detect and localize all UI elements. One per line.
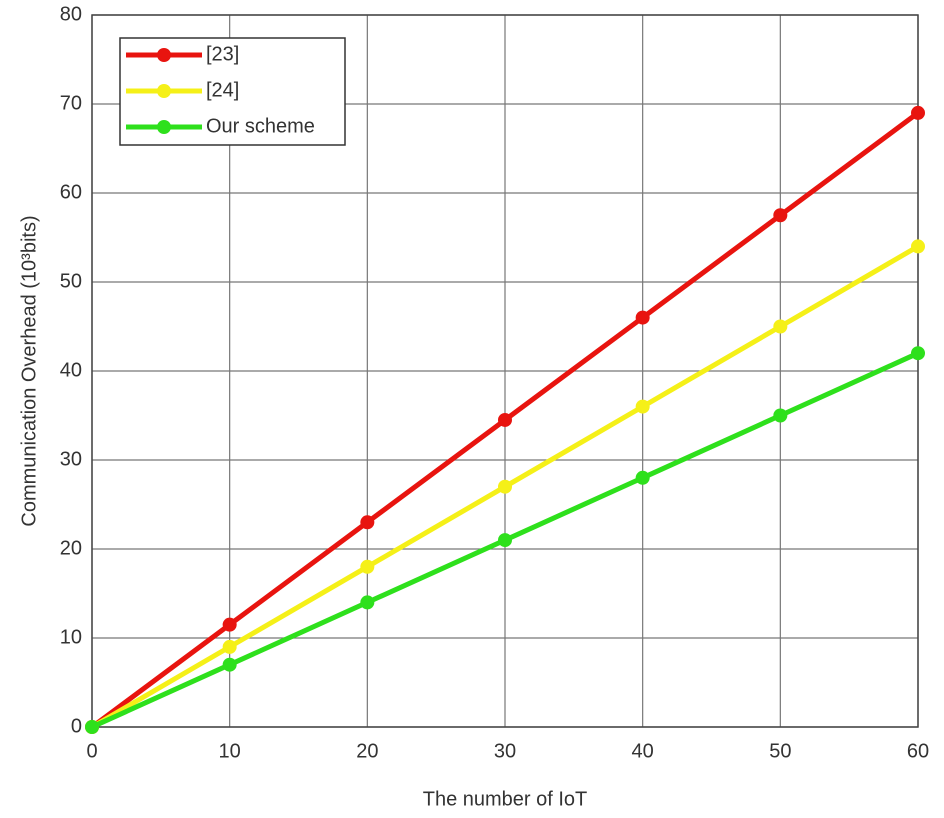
x-tick-label: 30 bbox=[494, 740, 516, 762]
y-tick-label: 10 bbox=[60, 626, 82, 648]
plot-frame bbox=[91, 14, 919, 728]
legend-marker bbox=[157, 84, 171, 98]
y-tick-label: 50 bbox=[60, 270, 82, 292]
data-point bbox=[498, 479, 512, 494]
data-point bbox=[635, 470, 650, 485]
data-point bbox=[498, 533, 512, 548]
y-tick-label: 20 bbox=[60, 537, 82, 559]
data-point bbox=[773, 408, 788, 423]
y-tick-label: 60 bbox=[60, 181, 82, 203]
y-tick-label: 0 bbox=[71, 715, 82, 737]
data-point bbox=[498, 412, 512, 427]
legend-label: [24] bbox=[206, 79, 239, 101]
x-tick-label: 40 bbox=[632, 740, 654, 762]
legend-label: [23] bbox=[206, 43, 239, 65]
data-point bbox=[222, 617, 237, 632]
y-tick-label: 40 bbox=[60, 359, 82, 381]
data-point bbox=[222, 639, 237, 654]
x-axis-label: The number of IoT bbox=[423, 788, 588, 810]
x-tick-label: 0 bbox=[86, 740, 97, 762]
x-tick-label: 10 bbox=[219, 740, 241, 762]
y-tick-label: 30 bbox=[60, 448, 82, 470]
x-tick-label: 60 bbox=[907, 740, 929, 762]
data-point bbox=[911, 105, 925, 120]
data-point bbox=[360, 515, 375, 530]
legend-marker bbox=[157, 120, 171, 134]
data-point bbox=[360, 595, 375, 610]
data-point bbox=[635, 399, 650, 414]
legend-label: Our scheme bbox=[206, 115, 315, 137]
data-point bbox=[85, 720, 99, 734]
data-point bbox=[635, 310, 650, 325]
y-tick-label: 70 bbox=[60, 92, 82, 114]
data-point bbox=[222, 657, 237, 672]
legend-marker bbox=[157, 48, 171, 62]
data-point bbox=[773, 208, 788, 223]
data-point bbox=[911, 239, 925, 254]
x-tick-label: 20 bbox=[356, 740, 378, 762]
y-tick-label: 80 bbox=[60, 3, 82, 25]
y-axis-label: Communication Overhead (10³bits) bbox=[18, 215, 40, 526]
data-point bbox=[911, 346, 925, 361]
x-tick-label: 50 bbox=[769, 740, 791, 762]
data-point bbox=[773, 319, 788, 334]
data-point bbox=[360, 559, 375, 574]
